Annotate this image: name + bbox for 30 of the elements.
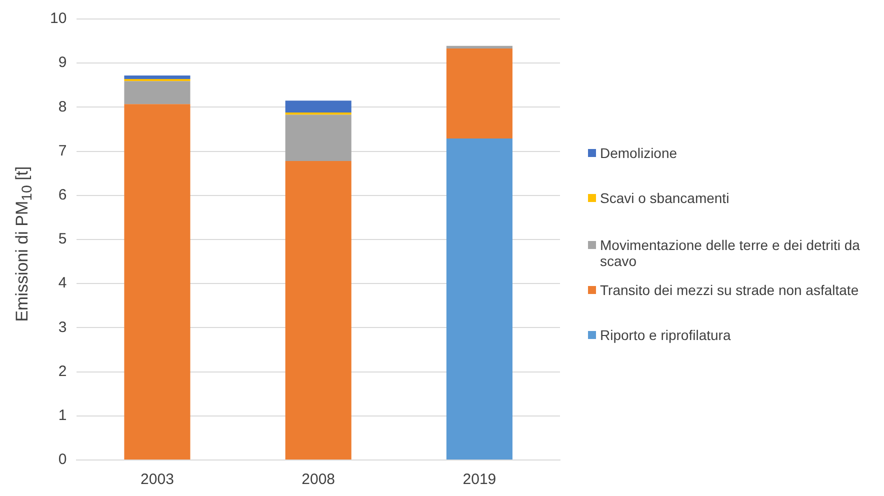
legend-label: Demolizione xyxy=(600,145,678,161)
y-tick-label: 1 xyxy=(58,407,67,424)
bar xyxy=(446,48,512,139)
bar xyxy=(285,100,352,112)
y-tick-label: 2 xyxy=(58,362,67,380)
y-tick-label: 4 xyxy=(58,274,67,292)
bar xyxy=(285,114,352,161)
legend-label: Scavi o sbancamenti xyxy=(600,190,730,206)
bar xyxy=(124,104,190,460)
bar xyxy=(124,81,190,104)
x-tick-label: 2008 xyxy=(302,471,336,488)
bar xyxy=(285,112,352,115)
bar xyxy=(285,161,352,460)
y-tick-label: 0 xyxy=(58,451,67,468)
bar xyxy=(124,78,190,82)
y-tick-label: 6 xyxy=(58,186,67,204)
bar xyxy=(124,75,190,79)
y-tick-label: 5 xyxy=(58,230,67,248)
y-tick-label: 9 xyxy=(58,54,67,72)
x-tick-label: 2003 xyxy=(140,471,174,488)
y-tick-label: 7 xyxy=(58,142,67,160)
bar xyxy=(446,138,512,460)
y-tick-label: 8 xyxy=(58,98,67,116)
x-tick-label: 2019 xyxy=(462,471,496,488)
legend-label: Movimentazione delle terre e dei detriti da scavo xyxy=(600,237,861,269)
bar xyxy=(446,46,512,49)
y-tick-label: 10 xyxy=(50,10,67,28)
y-tick-label: 3 xyxy=(58,318,67,336)
legend-label: Riporto e riprofilatura xyxy=(600,327,731,343)
legend-label: Transito dei mezzi su strade non asfaltate xyxy=(600,282,859,298)
